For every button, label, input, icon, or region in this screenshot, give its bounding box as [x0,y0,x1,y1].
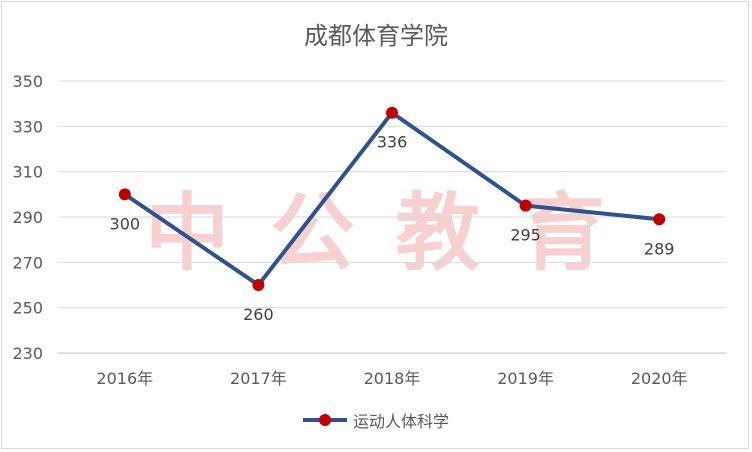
y-tick-label: 290 [12,208,43,227]
y-tick-label: 330 [12,117,43,136]
y-tick-label: 310 [12,163,43,182]
y-tick-label: 350 [12,72,43,91]
x-tick-label: 2018年 [364,369,421,388]
y-tick-label: 250 [12,299,43,318]
x-tick-label: 2017年 [230,369,287,388]
legend: 运动人体科学 [0,408,752,432]
watermark: 中 公 教 育 [145,184,611,282]
data-label: 300 [110,214,141,233]
data-point [519,199,532,212]
y-axis: 230 250 270 290 310 330 350 [12,72,43,363]
data-point [118,188,131,201]
x-tick-label: 2019年 [497,369,554,388]
data-label: 289 [644,239,675,258]
x-axis: 2016年 2017年 2018年 2019年 2020年 [96,369,687,388]
legend-label: 运动人体科学 [352,412,449,431]
data-point [386,106,398,119]
data-label: 295 [510,226,541,245]
data-label: 260 [243,305,274,324]
data-label: 336 [377,133,408,152]
legend-marker [318,414,331,426]
y-tick-label: 230 [12,344,43,363]
x-tick-label: 2016年 [96,369,153,388]
y-tick-label: 270 [12,253,43,272]
chart-title: 成都体育学院 [304,22,448,50]
data-labels: 300 260 336 295 289 [110,133,675,324]
gridlines [58,80,726,354]
data-points [118,106,666,291]
data-point [252,279,265,291]
x-tick-label: 2020年 [631,369,688,388]
legend-swatch [302,413,347,427]
data-point [653,213,666,226]
